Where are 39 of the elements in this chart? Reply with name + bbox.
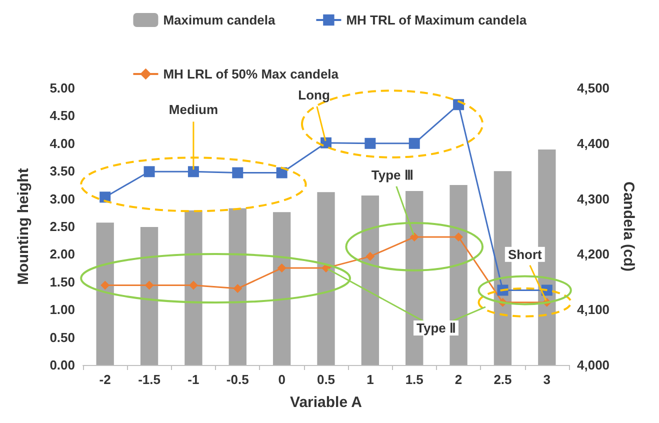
- x-tick-label: 0: [278, 372, 286, 387]
- y-tick-label: 1.00: [50, 302, 75, 318]
- x-tick-label: 2.5: [494, 372, 512, 387]
- x-tick-label: 3: [543, 372, 551, 387]
- annotation: Medium: [168, 102, 218, 118]
- y-tick-label: 2.50: [50, 219, 75, 234]
- legend-label: MH LRL of 50% Max candela: [163, 66, 340, 82]
- y2-tick-label: 4,100: [577, 302, 610, 318]
- legend-label: MH TRL of Maximum candela: [346, 12, 528, 28]
- x-tick-label: 1.5: [405, 372, 424, 387]
- y-tick-label: 4.00: [50, 136, 75, 151]
- x-tick-label: -0.5: [226, 372, 249, 387]
- y-tick-label: 3.50: [50, 164, 75, 179]
- annotation: Type Ⅱ: [416, 320, 456, 336]
- legend-label: Maximum candela: [163, 12, 276, 28]
- y-tick-label: 3.00: [50, 191, 75, 206]
- annotation: Type Ⅲ: [371, 168, 414, 183]
- y2-tick-label: 4,300: [577, 191, 610, 206]
- y-tick-label: 4.50: [50, 108, 75, 124]
- x-tick-label: 1: [366, 372, 374, 387]
- y2-tick-label: 4,400: [577, 136, 610, 151]
- x-tick-label: -1.5: [138, 372, 160, 387]
- x-tick-label: 0.5: [316, 372, 336, 387]
- y-tick-label: 2.00: [50, 246, 75, 262]
- x-tick-label: -1: [188, 372, 200, 387]
- x-axis-title: Variable A: [290, 394, 362, 411]
- y-tick-label: 1.50: [50, 274, 75, 290]
- y-tick-label: 5.00: [50, 80, 75, 96]
- y2-tick-label: 4,000: [577, 358, 610, 372]
- x-tick-label: 2: [454, 372, 462, 387]
- y-tick-label: 0.00: [50, 358, 75, 372]
- y2-tick-label: 4,500: [577, 80, 610, 96]
- y2-axis-title: Candela (cd): [620, 181, 637, 272]
- x-tick-label: -2: [99, 372, 111, 387]
- y-tick-label: 0.50: [50, 330, 75, 345]
- y-axis-title: Mounting height: [15, 168, 32, 285]
- annotation: Long: [298, 87, 330, 102]
- y2-tick-label: 4,200: [577, 246, 610, 262]
- annotation: Short: [508, 246, 543, 262]
